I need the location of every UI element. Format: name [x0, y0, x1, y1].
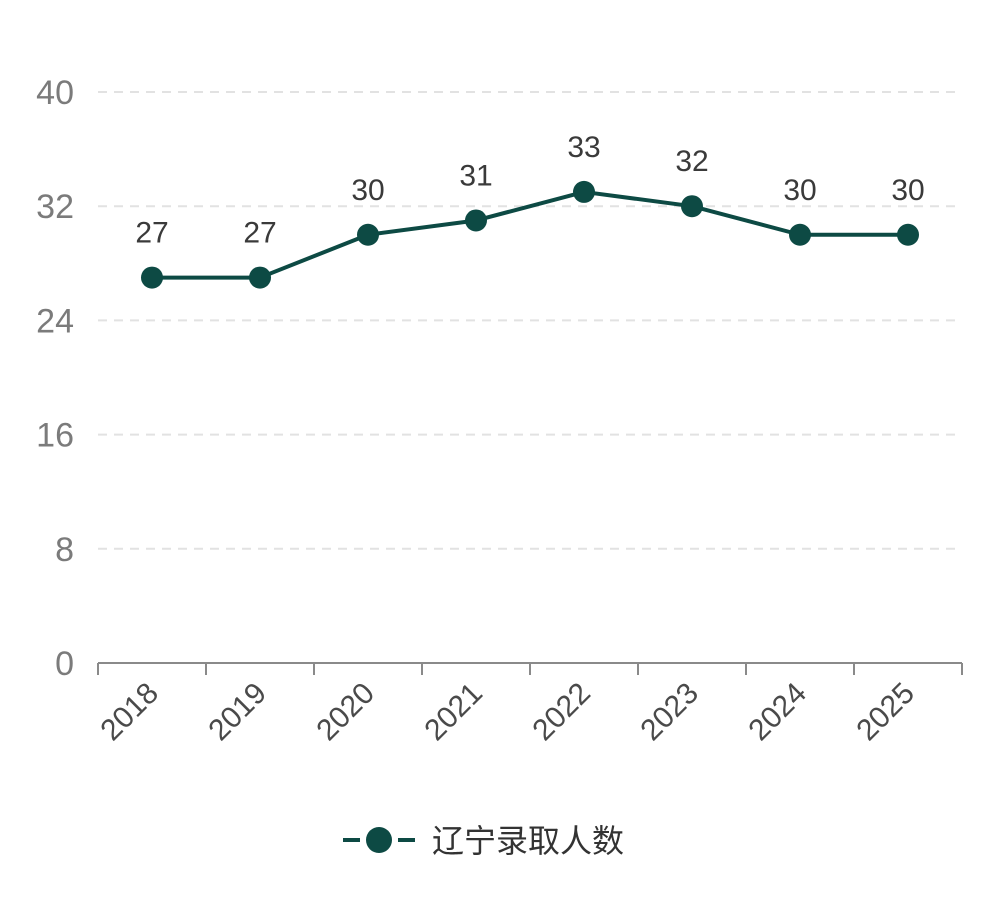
data-point	[465, 209, 487, 232]
legend-label: 辽宁录取人数	[432, 823, 624, 859]
data-point	[357, 223, 379, 246]
x-tick-label: 2019	[202, 677, 273, 748]
data-point	[897, 223, 919, 246]
legend-marker	[366, 827, 392, 853]
x-tick-label: 2018	[94, 677, 165, 748]
data-label: 33	[567, 131, 600, 164]
x-tick-label: 2022	[526, 677, 597, 748]
data-point	[681, 195, 703, 218]
data-point	[573, 180, 595, 203]
legend: 辽宁录取人数	[343, 823, 624, 859]
data-label: 30	[351, 174, 384, 207]
data-point	[249, 266, 271, 289]
gridlines	[98, 91, 962, 550]
data-label: 30	[891, 174, 924, 207]
series-line	[152, 189, 908, 280]
data-point	[141, 266, 163, 289]
y-tick-label: 32	[36, 188, 74, 226]
x-axis: 2018 2019 2020 2021 2022 2023 2024 2025	[94, 662, 963, 748]
x-tick-label: 2025	[850, 677, 921, 748]
y-axis: 0 8 16 24 32 40	[36, 74, 74, 683]
x-tick-label: 2020	[310, 677, 381, 748]
x-tick-label: 2021	[418, 677, 489, 748]
y-tick-label: 40	[36, 74, 74, 112]
data-point	[789, 223, 811, 246]
data-label: 31	[459, 159, 492, 192]
y-tick-label: 8	[55, 531, 74, 569]
data-label: 32	[675, 145, 708, 178]
data-label: 27	[243, 217, 276, 250]
x-tick-label: 2023	[634, 677, 705, 748]
data-label: 30	[783, 174, 816, 207]
y-tick-label: 16	[36, 417, 74, 455]
series-group: 27 27 30 31 33 32 30 30	[135, 131, 925, 289]
data-label: 27	[135, 217, 168, 250]
y-tick-label: 24	[36, 302, 74, 340]
y-tick-label: 0	[55, 645, 74, 683]
x-tick-label: 2024	[742, 677, 813, 748]
